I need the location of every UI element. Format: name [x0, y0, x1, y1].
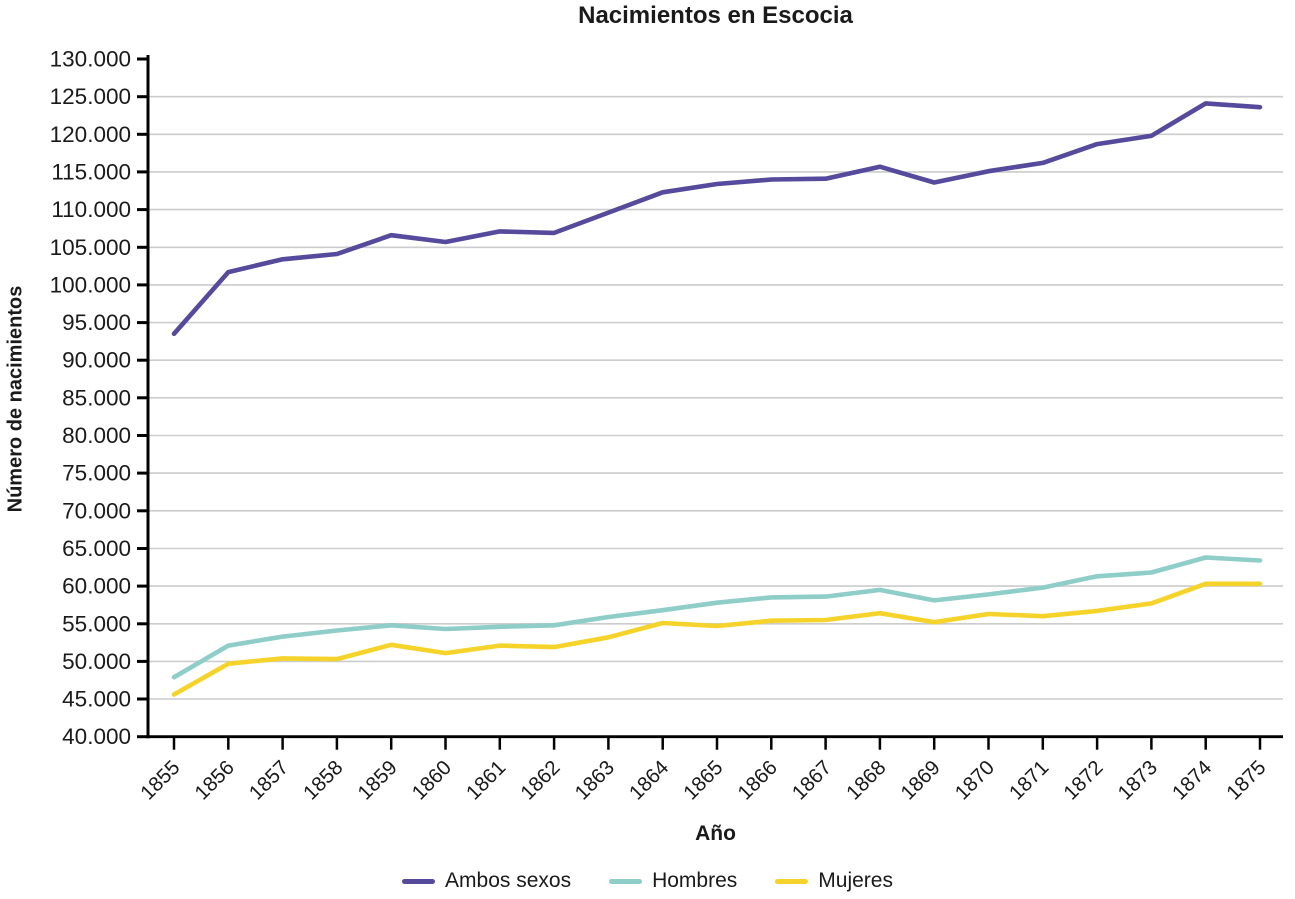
x-tick-label: 1864: [625, 756, 674, 805]
x-axis-title: Año: [695, 822, 736, 845]
x-tick-label: 1871: [1005, 756, 1054, 805]
y-tick-label: 55.000: [62, 611, 131, 636]
x-tick-label: 1858: [299, 756, 348, 805]
x-tick-label: 1874: [1168, 756, 1217, 805]
x-tick-label: 1867: [788, 756, 837, 805]
legend-label-hombres: Hombres: [652, 869, 738, 892]
x-tick-label: 1860: [408, 756, 457, 805]
legend-swatch-hombres: [609, 878, 643, 884]
x-tick-label: 1869: [896, 756, 945, 805]
chart-title: Nacimientos en Escocia: [578, 2, 853, 29]
legend-swatch-ambos-sexos: [402, 878, 436, 884]
x-tick-label: 1863: [570, 756, 619, 805]
x-tick-label: 1873: [1113, 756, 1162, 805]
series-line-mujeres: [171, 581, 1263, 697]
x-tick-label: 1855: [136, 756, 185, 805]
x-tick-label: 1865: [679, 756, 728, 805]
legend-item-mujeres: Mujeres: [775, 869, 893, 893]
y-tick-label: 95.000: [62, 310, 131, 335]
x-tick-label: 1861: [462, 756, 511, 805]
x-tick-label: 1872: [1059, 756, 1108, 805]
y-tick-label: 70.000: [62, 498, 131, 523]
x-tick-label: 1862: [516, 756, 565, 805]
y-tick-label: 115.000: [51, 159, 131, 184]
y-tick-label: 120.000: [50, 122, 131, 147]
x-tick-label: 1868: [842, 756, 891, 805]
legend-label-ambos-sexos: Ambos sexos: [445, 869, 572, 892]
x-tick-label: 1875: [1222, 756, 1271, 805]
y-tick-label: 110.000: [51, 197, 131, 222]
x-tick-label: 1866: [733, 756, 782, 805]
y-tick-label: 105.000: [50, 235, 131, 260]
y-tick-label: 90.000: [62, 348, 131, 373]
y-tick-label: 65.000: [62, 536, 131, 561]
legend: Ambos sexos Hombres Mujeres: [0, 866, 1295, 896]
series-line-ambos-sexos: [171, 101, 1263, 337]
legend-swatch-mujeres: [775, 878, 809, 884]
y-tick-label: 125.000: [50, 84, 131, 109]
y-tick-label: 80.000: [62, 423, 131, 448]
series-line-hombres: [171, 555, 1263, 680]
x-tick-label: 1859: [353, 756, 402, 805]
legend-item-hombres: Hombres: [609, 869, 737, 893]
y-tick-label: 60.000: [62, 574, 131, 599]
y-tick-label: 100.000: [50, 272, 131, 297]
legend-item-ambos-sexos: Ambos sexos: [402, 869, 571, 893]
x-tick-label: 1870: [951, 756, 1000, 805]
y-tick-label: 130.000: [50, 47, 131, 72]
y-tick-label: 40.000: [62, 724, 131, 749]
legend-label-mujeres: Mujeres: [818, 869, 893, 892]
y-tick-label: 45.000: [62, 687, 131, 712]
x-tick-label: 1857: [245, 756, 294, 805]
y-tick-label: 85.000: [62, 385, 131, 410]
y-tick-label: 75.000: [62, 461, 131, 486]
y-tick-label: 50.000: [62, 649, 131, 674]
x-tick-label: 1856: [190, 756, 239, 805]
